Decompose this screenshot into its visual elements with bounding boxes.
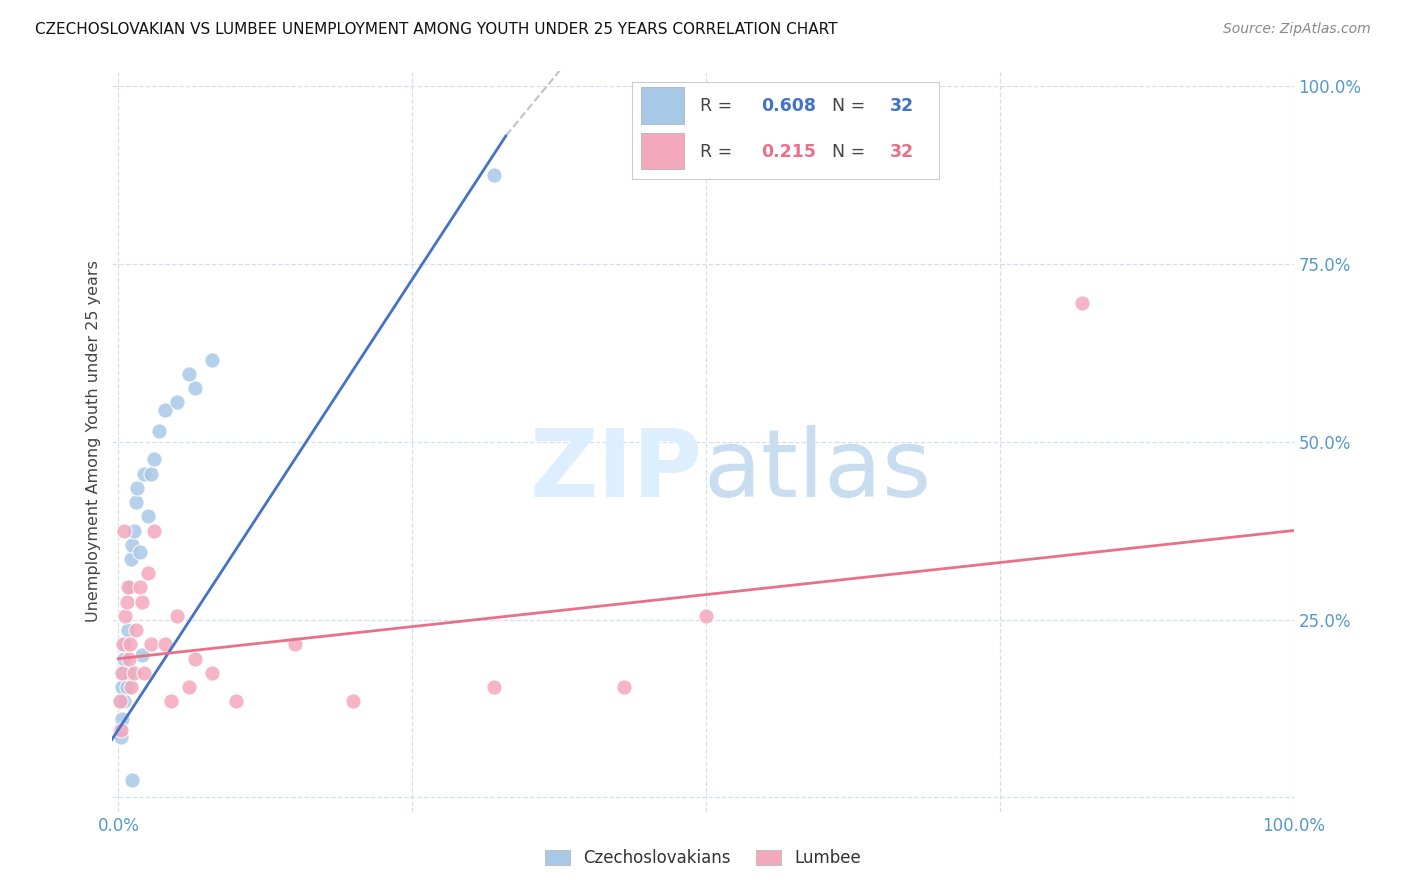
Point <box>112 694 135 708</box>
Point <box>125 623 148 637</box>
Point <box>484 168 506 182</box>
Point <box>155 637 177 651</box>
Point <box>112 651 135 665</box>
Point <box>177 367 200 381</box>
Point <box>115 595 138 609</box>
Point <box>110 723 132 737</box>
Point <box>225 694 247 708</box>
Point <box>108 694 131 708</box>
Point <box>134 467 156 481</box>
Point <box>117 581 139 595</box>
Point <box>111 680 134 694</box>
Point <box>136 566 159 581</box>
Point <box>160 694 183 708</box>
Point <box>184 651 207 665</box>
Point <box>284 637 307 651</box>
Point <box>120 552 142 566</box>
Point <box>201 352 224 367</box>
Point <box>613 680 636 694</box>
Point <box>136 509 159 524</box>
Point <box>112 665 135 680</box>
Point <box>1071 295 1094 310</box>
Text: atlas: atlas <box>703 425 931 517</box>
Point <box>122 665 145 680</box>
Point <box>342 694 364 708</box>
Point <box>120 680 142 694</box>
Point <box>166 395 188 409</box>
Point <box>110 730 132 744</box>
Point <box>134 665 156 680</box>
Point <box>141 467 163 481</box>
Point <box>108 723 131 737</box>
Text: ZIP: ZIP <box>530 425 703 517</box>
Point <box>111 665 134 680</box>
Point <box>118 651 141 665</box>
Point <box>120 637 142 651</box>
Point <box>131 595 153 609</box>
Point <box>118 665 141 680</box>
Point <box>148 424 170 438</box>
Point <box>128 581 150 595</box>
Point <box>114 609 136 624</box>
Point <box>142 524 165 538</box>
Point <box>120 581 142 595</box>
Point <box>125 495 148 509</box>
Point <box>142 452 165 467</box>
Point <box>184 381 207 395</box>
Point <box>122 524 145 538</box>
Point <box>121 538 143 552</box>
Point <box>110 694 132 708</box>
Point <box>695 609 717 624</box>
Legend: Czechoslovakians, Lumbee: Czechoslovakians, Lumbee <box>538 842 868 874</box>
Point <box>121 772 143 787</box>
Text: CZECHOSLOVAKIAN VS LUMBEE UNEMPLOYMENT AMONG YOUTH UNDER 25 YEARS CORRELATION CH: CZECHOSLOVAKIAN VS LUMBEE UNEMPLOYMENT A… <box>35 22 838 37</box>
Point <box>155 402 177 417</box>
Point <box>177 680 200 694</box>
Point <box>115 680 138 694</box>
Point <box>484 680 506 694</box>
Y-axis label: Unemployment Among Youth under 25 years: Unemployment Among Youth under 25 years <box>86 260 101 623</box>
Point <box>112 637 135 651</box>
Point <box>201 665 224 680</box>
Point <box>114 637 136 651</box>
Point <box>141 637 163 651</box>
Point <box>117 623 139 637</box>
Point <box>112 524 135 538</box>
Point <box>131 648 153 662</box>
Point <box>166 609 188 624</box>
Point <box>127 481 149 495</box>
Text: Source: ZipAtlas.com: Source: ZipAtlas.com <box>1223 22 1371 37</box>
Point <box>111 712 134 726</box>
Point <box>128 545 150 559</box>
